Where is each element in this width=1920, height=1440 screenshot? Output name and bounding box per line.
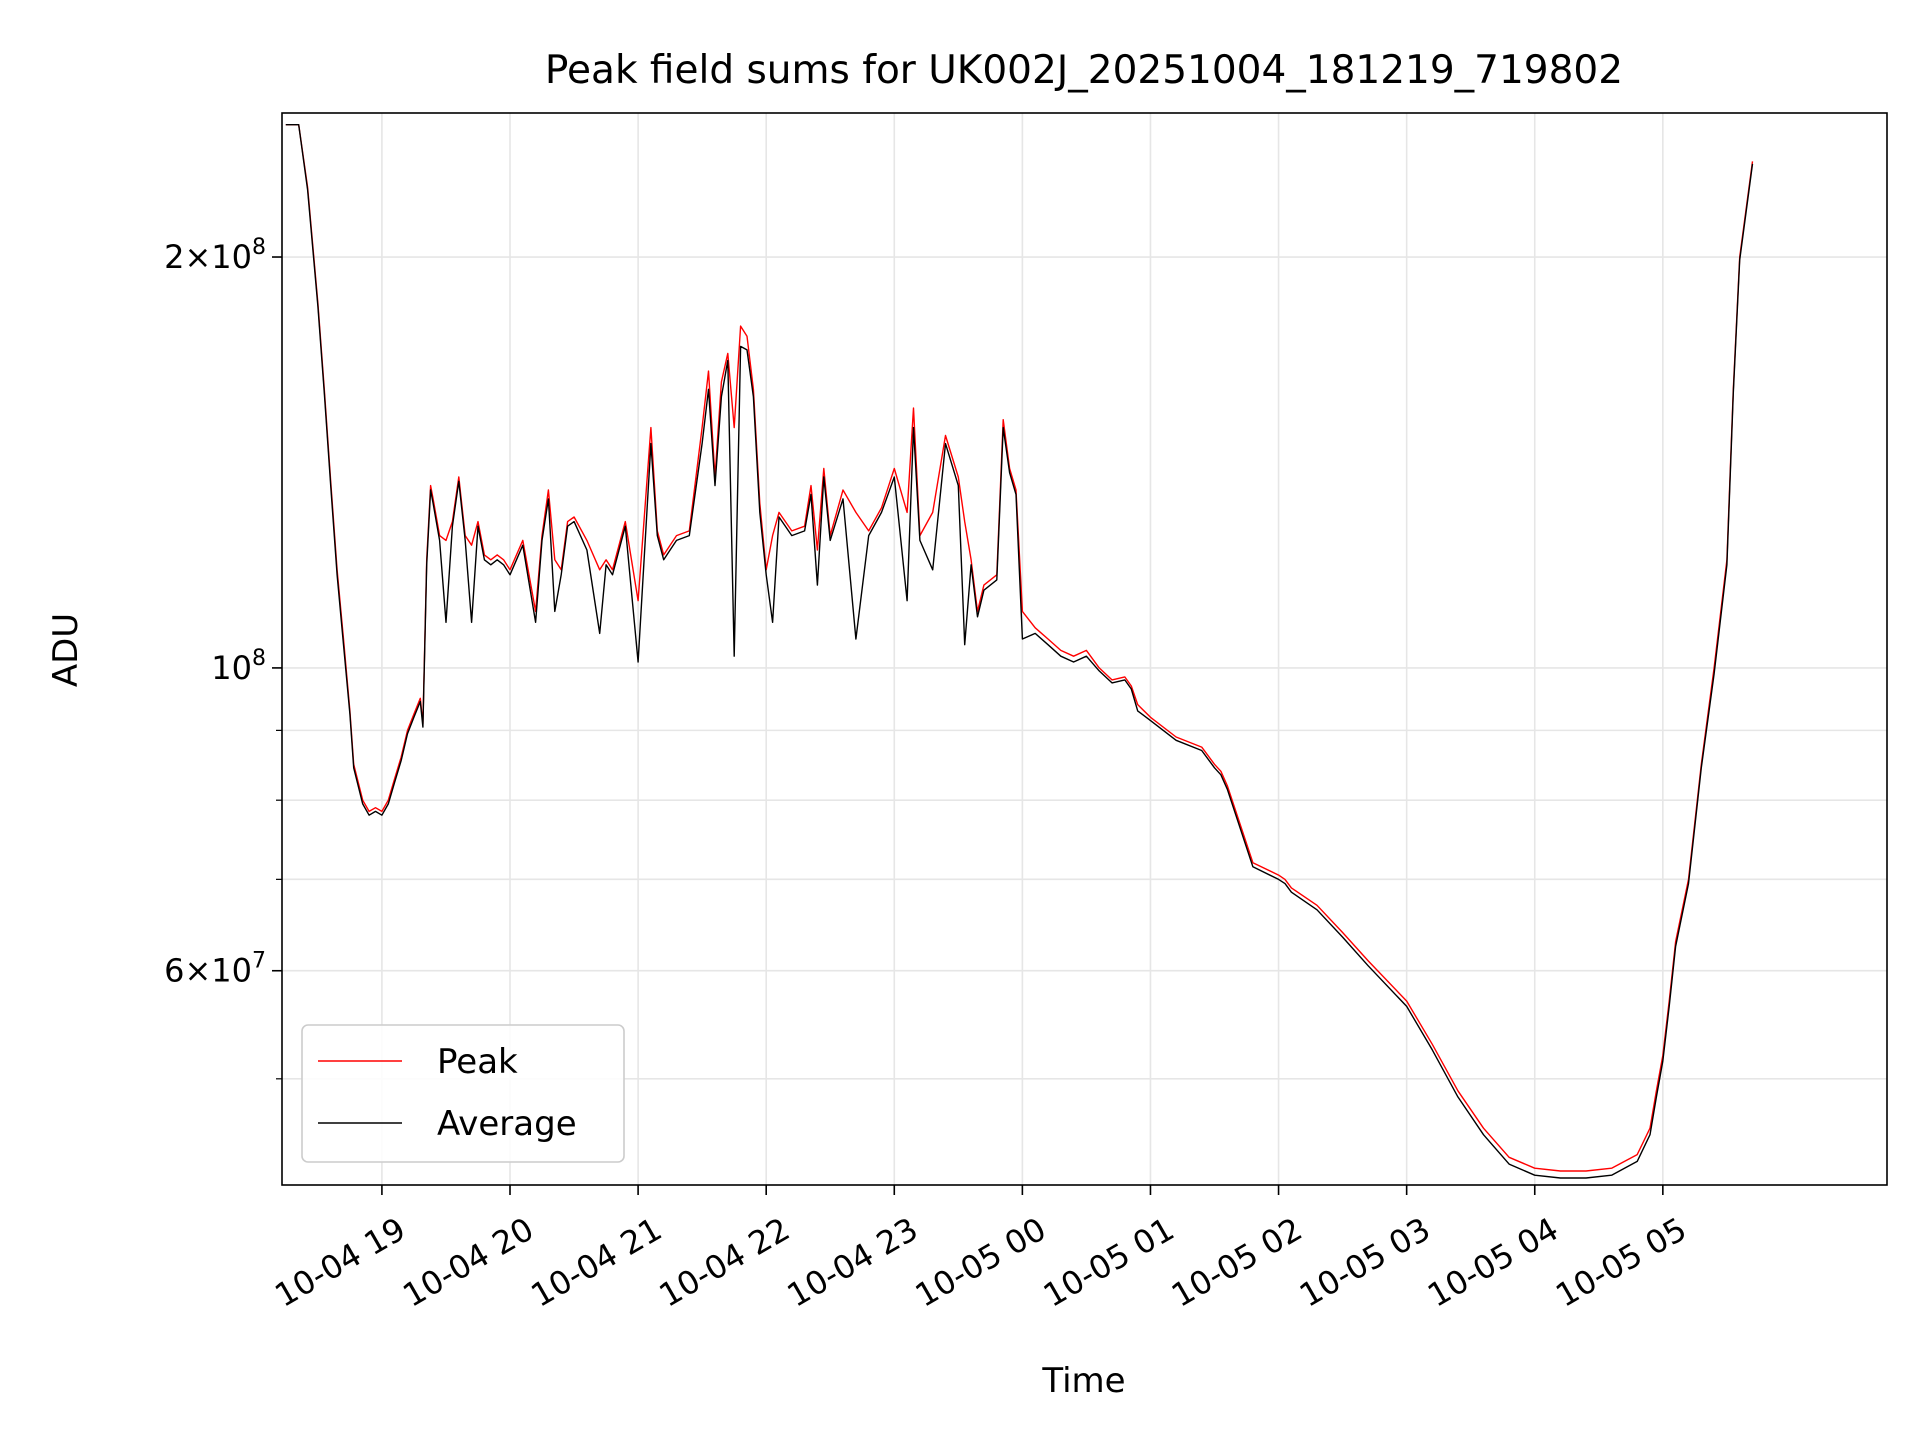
grid (282, 113, 1887, 1185)
x-axis-label: Time (1041, 1361, 1125, 1401)
y-tick-label: 108 (211, 646, 266, 687)
legend-box (301, 1024, 625, 1163)
chart-title: Peak field sums for UK002J_20251004_1812… (545, 48, 1623, 93)
series-line-peak (285, 123, 1754, 1172)
y-axis-label: ADU (46, 613, 86, 687)
plot-frame (281, 112, 1888, 1186)
y-tick-label: 2×108 (164, 235, 266, 276)
legend-label-average: Average (437, 1104, 577, 1144)
y-tick-label: 6×107 (164, 949, 266, 990)
legend-label-peak: Peak (437, 1042, 518, 1082)
y-axis-ticks: 6×107 108 2×108 (164, 235, 282, 1080)
legend: Peak Average (301, 1024, 625, 1163)
series-layer (285, 123, 1754, 1179)
series-line-average (285, 123, 1754, 1179)
